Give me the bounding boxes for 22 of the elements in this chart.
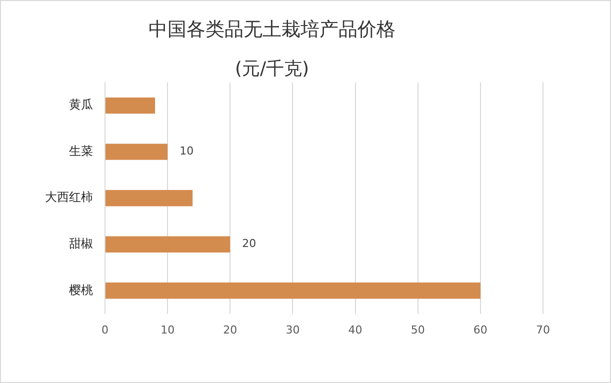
y-tick-label: 大西红柿 bbox=[45, 190, 93, 204]
chart-subtitle: (元/千克) bbox=[234, 58, 310, 80]
chart-title: 中国各类品无土栽培产品价格 bbox=[148, 18, 396, 40]
y-tick-label: 樱桃 bbox=[69, 282, 93, 297]
y-tick-label: 黄瓜 bbox=[69, 98, 93, 112]
x-tick-label: 20 bbox=[223, 323, 238, 336]
x-tick-label: 60 bbox=[473, 323, 488, 336]
bar bbox=[106, 144, 168, 160]
x-tick-label: 30 bbox=[286, 323, 300, 336]
y-tick-label: 甜椒 bbox=[69, 236, 93, 251]
data-label: 10 bbox=[180, 144, 194, 158]
bar bbox=[106, 97, 156, 114]
bar bbox=[106, 236, 230, 252]
y-tick-label: 生菜 bbox=[69, 144, 93, 158]
x-tick-label: 0 bbox=[102, 323, 108, 336]
x-tick-label: 70 bbox=[536, 323, 550, 336]
data-label: 20 bbox=[242, 237, 256, 250]
x-tick-label: 50 bbox=[410, 323, 425, 336]
x-tick-label: 40 bbox=[348, 323, 362, 336]
x-tick-label: 10 bbox=[160, 323, 175, 336]
bar bbox=[106, 190, 193, 206]
bar bbox=[106, 282, 480, 299]
